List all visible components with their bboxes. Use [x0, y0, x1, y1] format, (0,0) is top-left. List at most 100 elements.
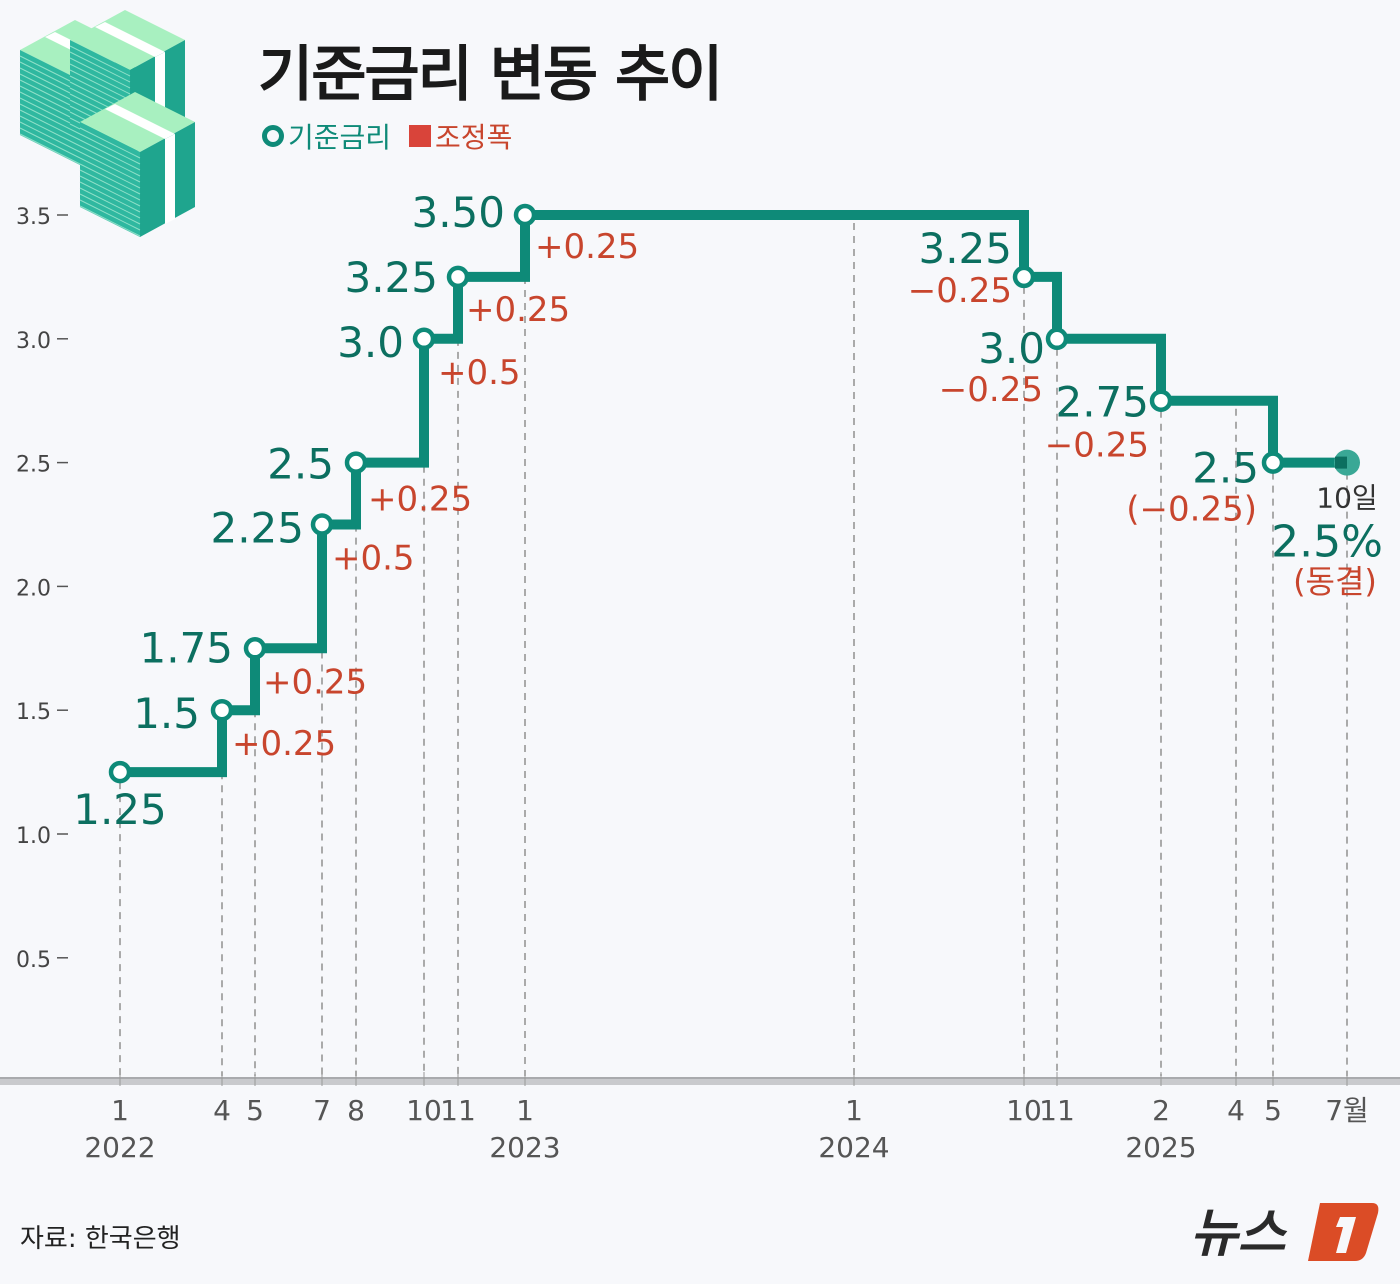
bill-edge	[19, 103, 81, 135]
rate-value-label: 3.25	[918, 224, 1012, 273]
bill-edge	[79, 133, 141, 165]
band	[95, 22, 165, 57]
bill-edge	[79, 187, 141, 219]
change-label: +0.25	[535, 227, 639, 267]
legend-rate-label: 기준금리	[288, 121, 392, 154]
rate-point-marker	[446, 265, 470, 289]
bill-edge	[79, 145, 141, 177]
news1-logo: 뉴스	[1190, 1195, 1380, 1269]
bill-edge	[79, 139, 141, 171]
bill-edge	[19, 109, 81, 141]
bill-edge	[79, 163, 141, 195]
x-tick-year: 2023	[489, 1131, 560, 1164]
y-tick-label: 1.0	[16, 824, 51, 849]
bill-edge	[79, 169, 141, 201]
legend-change-marker	[409, 125, 432, 147]
change-label: +0.25	[263, 662, 367, 702]
rate-value-label: 1.5	[133, 689, 200, 738]
money-stack	[79, 92, 195, 237]
bill-edge	[69, 69, 131, 101]
money-stack-icon	[19, 10, 195, 237]
change-label: +0.5	[332, 539, 415, 579]
y-tick-label: 2.0	[16, 576, 51, 601]
rate-value-label: 3.0	[978, 324, 1045, 373]
rate-value-label: 2.5	[1192, 444, 1259, 493]
rate-value-label: 2.75	[1055, 378, 1149, 427]
band	[105, 104, 175, 139]
rate-value-label: 3.0	[337, 318, 404, 367]
bill-edge	[69, 45, 131, 77]
bill-edge	[79, 205, 141, 237]
y-tick-label: 3.5	[16, 205, 51, 230]
bill-edge	[79, 193, 141, 225]
bill-edge	[69, 63, 131, 95]
rate-point-marker	[1045, 327, 1069, 351]
source-note: 자료: 한국은행	[20, 1224, 181, 1254]
x-tick-month: 5	[1264, 1094, 1282, 1127]
rate-point-marker	[210, 698, 234, 722]
x-tick-month: 7월	[1325, 1094, 1369, 1127]
rate-point-marker	[344, 451, 368, 474]
bill-edge	[79, 127, 141, 159]
x-tick-month: 10	[1006, 1094, 1042, 1127]
change-label: −0.25	[908, 271, 1012, 311]
bill-edge	[79, 175, 141, 207]
x-tick-month: 7	[313, 1094, 331, 1127]
x-tick-month: 2	[1152, 1094, 1170, 1127]
rate-point-marker	[1261, 451, 1285, 474]
final-day-label: 10일	[1316, 482, 1377, 515]
final-rate-label: 2.5%	[1271, 517, 1383, 568]
x-tick-month: 10	[406, 1094, 442, 1127]
bill-edge	[19, 115, 81, 147]
y-tick-label: 0.5	[16, 948, 51, 973]
legend: 기준금리 조정폭	[262, 116, 512, 156]
y-tick-label: 1.5	[16, 700, 51, 725]
change-label: −0.25	[939, 370, 1043, 410]
rate-point-marker	[513, 203, 537, 227]
rate-value-label: 2.25	[210, 504, 304, 553]
x-axis-edge	[0, 1077, 1400, 1079]
bill-edge	[79, 151, 141, 183]
bill-edge	[19, 121, 81, 153]
change-label: (−0.25)	[1126, 490, 1257, 530]
rate-point-marker	[1149, 389, 1173, 412]
x-tick-month: 4	[213, 1094, 231, 1127]
x-tick-month: 5	[246, 1094, 264, 1127]
bill-edge	[19, 133, 81, 165]
x-tick-month: 4	[1227, 1094, 1245, 1127]
bill-edge	[19, 127, 81, 159]
y-tick-label: 3.0	[16, 329, 51, 354]
legend-rate-marker	[262, 125, 284, 147]
rate-point-marker	[1012, 265, 1036, 289]
x-tick-month: 1	[516, 1094, 534, 1127]
y-tick-label: 2.5	[16, 453, 51, 478]
x-tick-month: 8	[347, 1094, 365, 1127]
x-tick-year: 2025	[1125, 1131, 1196, 1164]
rate-value-label: 3.25	[344, 253, 438, 302]
svg-text:뉴스: 뉴스	[1190, 1204, 1288, 1264]
rate-value-label: 3.50	[411, 188, 505, 237]
bill-edge	[79, 157, 141, 189]
final-point-end	[1335, 456, 1347, 469]
change-label: +0.25	[368, 480, 472, 520]
x-axis-line	[0, 1077, 1400, 1085]
chart-title: 기준금리 변동 추이	[258, 40, 723, 110]
x-tick-month: 1	[845, 1094, 863, 1127]
x-tick-year: 2022	[84, 1131, 155, 1164]
change-label: +0.25	[232, 724, 336, 764]
change-label: +0.25	[466, 290, 570, 330]
change-label: +0.5	[438, 353, 521, 393]
bill-edge	[79, 181, 141, 213]
change-label: −0.25	[1045, 426, 1149, 466]
final-change-label: (동결)	[1293, 563, 1377, 601]
x-tick-month: 11	[440, 1094, 476, 1127]
bill-edge	[69, 57, 131, 89]
rate-point-marker	[412, 327, 436, 351]
rate-point-marker	[243, 637, 267, 660]
bill-edge	[69, 51, 131, 83]
rate-point-marker	[108, 760, 132, 784]
rate-point-marker	[310, 513, 334, 536]
x-tick-month: 11	[1039, 1094, 1075, 1127]
rate-value-label: 1.75	[139, 623, 233, 672]
